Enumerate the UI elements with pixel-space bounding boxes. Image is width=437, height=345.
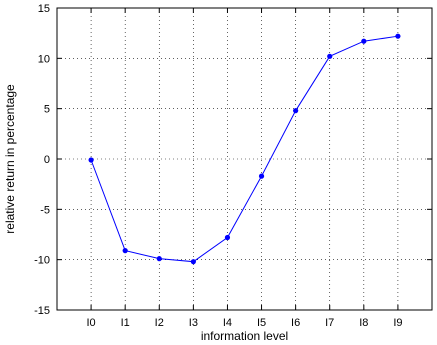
x-tick-label: I2	[155, 317, 164, 329]
data-point	[122, 248, 128, 254]
y-tick-label: 5	[44, 104, 50, 116]
x-tick-label: I5	[257, 317, 266, 329]
y-tick-label: -15	[34, 305, 50, 317]
data-point	[88, 157, 94, 163]
y-tick-label: 10	[38, 53, 50, 65]
data-point	[293, 108, 299, 114]
y-tick-label: -10	[34, 255, 50, 267]
series-group	[88, 33, 401, 265]
data-point	[361, 38, 367, 44]
x-tick-labels: I0 I1 I2 I3 I4 I5 I6 I7 I8 I9	[86, 317, 402, 329]
data-point	[224, 234, 231, 241]
y-tick-label: 15	[38, 3, 50, 15]
y-tick-labels: -15 -10 -5 0 5 10 15	[34, 3, 50, 317]
series-line	[90, 35, 398, 263]
x-tick-label: I8	[359, 317, 368, 329]
data-point	[395, 33, 401, 39]
data-point	[327, 53, 333, 59]
x-axis-label: information level	[201, 329, 288, 343]
x-tick-label: I4	[223, 317, 232, 329]
x-tick-label: I3	[189, 317, 198, 329]
grid	[57, 8, 432, 310]
x-tick-label: I9	[393, 317, 402, 329]
y-tick-label: -5	[40, 204, 50, 216]
x-tick-label: I1	[121, 317, 130, 329]
data-point	[190, 259, 196, 265]
data-point	[156, 256, 162, 262]
data-point	[258, 173, 265, 179]
axis-ticks	[57, 7, 432, 311]
x-tick-label: I7	[325, 317, 334, 329]
y-axis-label: relative return in percentage	[3, 84, 17, 234]
x-tick-label: I0	[86, 317, 95, 329]
y-tick-label: 0	[44, 154, 50, 166]
x-tick-label: I6	[291, 317, 300, 329]
